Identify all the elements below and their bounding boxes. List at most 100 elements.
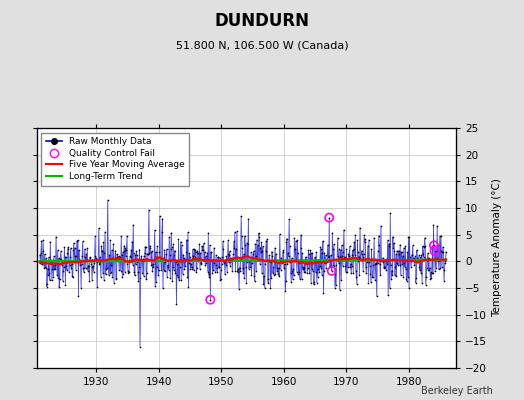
- Point: [209, 256, 217, 263]
- Point: [242, 280, 250, 287]
- Point: [331, 270, 340, 277]
- Point: [383, 260, 391, 267]
- Point: [299, 265, 308, 272]
- Point: [227, 257, 235, 264]
- Point: [193, 248, 201, 254]
- Point: [139, 257, 147, 264]
- Point: [225, 252, 233, 258]
- Point: [91, 233, 99, 239]
- Point: [183, 236, 191, 243]
- Point: [84, 262, 93, 269]
- Point: [285, 253, 293, 260]
- Point: [74, 293, 83, 299]
- Point: [270, 272, 278, 278]
- Point: [168, 244, 176, 250]
- Point: [122, 247, 130, 253]
- Point: [240, 275, 248, 282]
- Point: [41, 264, 50, 271]
- Point: [320, 250, 329, 256]
- Point: [60, 244, 69, 250]
- Point: [434, 266, 443, 272]
- Point: [125, 259, 134, 265]
- Point: [168, 278, 177, 284]
- Point: [218, 253, 226, 260]
- Point: [344, 251, 353, 257]
- Point: [321, 260, 329, 266]
- Point: [59, 278, 67, 284]
- Point: [323, 259, 331, 266]
- Point: [325, 214, 333, 221]
- Point: [356, 255, 365, 262]
- Point: [246, 264, 255, 270]
- Point: [282, 239, 291, 246]
- Point: [91, 256, 100, 262]
- Point: [281, 288, 290, 294]
- Point: [372, 261, 380, 267]
- Point: [88, 277, 96, 283]
- Point: [321, 252, 330, 259]
- Point: [344, 264, 352, 270]
- Point: [435, 233, 444, 240]
- Point: [222, 261, 230, 268]
- Point: [193, 250, 202, 256]
- Point: [420, 235, 429, 241]
- Point: [380, 264, 389, 271]
- Point: [106, 268, 115, 275]
- Point: [61, 254, 69, 260]
- Point: [336, 247, 345, 253]
- Point: [171, 247, 179, 254]
- Point: [255, 230, 263, 236]
- Point: [406, 258, 414, 264]
- Point: [126, 254, 135, 260]
- Point: [107, 262, 115, 268]
- Point: [429, 222, 438, 228]
- Point: [269, 264, 278, 270]
- Point: [368, 274, 377, 280]
- Point: [234, 269, 242, 275]
- Point: [145, 250, 154, 256]
- Point: [138, 256, 147, 262]
- Point: [425, 267, 433, 273]
- Point: [176, 256, 184, 262]
- Point: [180, 255, 188, 261]
- Point: [173, 261, 182, 268]
- Point: [134, 278, 143, 284]
- Point: [336, 254, 344, 260]
- Point: [430, 248, 439, 254]
- Point: [147, 262, 156, 268]
- Point: [38, 261, 47, 268]
- Point: [75, 257, 84, 263]
- Point: [307, 250, 315, 256]
- Point: [376, 272, 385, 278]
- Point: [66, 254, 74, 260]
- Point: [334, 260, 343, 266]
- Point: [330, 241, 338, 248]
- Point: [96, 274, 105, 280]
- Point: [398, 249, 406, 255]
- Point: [163, 262, 172, 268]
- Point: [382, 266, 390, 273]
- Point: [130, 272, 139, 278]
- Point: [111, 248, 119, 254]
- Point: [433, 258, 442, 264]
- Point: [405, 234, 413, 241]
- Point: [73, 258, 82, 265]
- Point: [387, 262, 395, 268]
- Point: [136, 274, 145, 281]
- Point: [248, 259, 256, 266]
- Point: [154, 257, 162, 263]
- Point: [300, 269, 308, 275]
- Point: [205, 242, 214, 248]
- Point: [145, 206, 153, 213]
- Point: [278, 259, 286, 265]
- Point: [314, 256, 323, 263]
- Point: [81, 254, 90, 260]
- Point: [401, 243, 409, 249]
- Point: [223, 268, 231, 275]
- Point: [385, 240, 394, 247]
- Point: [76, 262, 84, 268]
- Point: [256, 261, 264, 267]
- Point: [286, 259, 294, 265]
- Point: [36, 252, 44, 258]
- Point: [430, 242, 438, 248]
